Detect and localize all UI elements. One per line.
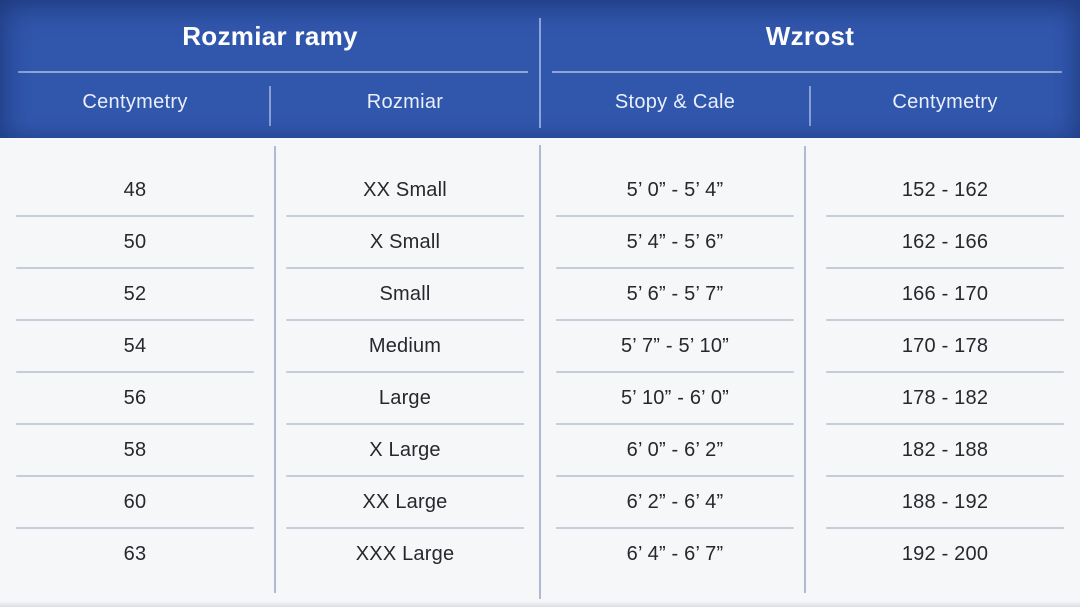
header-group-frame-size: Rozmiar ramy Centymetry Rozmiar — [0, 0, 540, 138]
cell-height-feet-inches: 6’ 0” - 6’ 2” — [540, 424, 810, 477]
table-row: 63 XXX Large 6’ 4” - 6’ 7” 192 - 200 — [0, 528, 1080, 580]
cell-height-centimeters: 162 - 166 — [810, 216, 1080, 269]
column-group-divider — [539, 145, 541, 599]
column-divider — [274, 146, 276, 593]
subheader-divider — [809, 86, 811, 126]
cell-frame-centimeters: 54 — [0, 320, 270, 373]
cell-height-feet-inches: 6’ 4” - 6’ 7” — [626, 542, 724, 565]
table-row: 52 Small 5’ 6” - 5’ 7” 166 - 170 — [0, 268, 1080, 321]
height-subheader-row: Stopy & Cale Centymetry — [540, 72, 1080, 132]
table-header: Rozmiar ramy Centymetry Rozmiar Wzrost S… — [0, 0, 1080, 138]
cell-height-centimeters: 182 - 188 — [810, 424, 1080, 477]
table-row: 48 XX Small 5’ 0” - 5’ 4” 152 - 162 — [0, 164, 1080, 217]
table-row: 50 X Small 5’ 4” - 5’ 6” 162 - 166 — [0, 216, 1080, 269]
cell-frame-size: XXX Large — [355, 542, 455, 565]
header-group-height: Wzrost Stopy & Cale Centymetry — [540, 0, 1080, 138]
cell-height-feet-inches: 5’ 6” - 5’ 7” — [540, 268, 810, 321]
group-title-frame-size: Rozmiar ramy — [182, 20, 358, 51]
column-header-height-centimeters: Centymetry — [892, 90, 998, 113]
cell-frame-centimeters: 50 — [0, 216, 270, 269]
cell-height-feet-inches: 6’ 2” - 6’ 4” — [540, 476, 810, 529]
column-divider — [804, 146, 806, 593]
cell-frame-size: Medium — [270, 320, 540, 373]
cell-height-feet-inches: 5’ 4” - 5’ 6” — [540, 216, 810, 269]
cell-frame-centimeters: 56 — [0, 372, 270, 425]
header-group-divider — [539, 18, 541, 128]
table-row: 58 X Large 6’ 0” - 6’ 2” 182 - 188 — [0, 424, 1080, 477]
subheader-divider — [269, 86, 271, 126]
table-row: 54 Medium 5’ 7” - 5’ 10” 170 - 178 — [0, 320, 1080, 373]
frame-size-subheader-row: Centymetry Rozmiar — [0, 72, 540, 132]
column-header-feet-inches: Stopy & Cale — [614, 90, 736, 113]
cell-frame-size: X Large — [270, 424, 540, 477]
cell-height-feet-inches: 5’ 10” - 6’ 0” — [540, 372, 810, 425]
cell-frame-size: Large — [270, 372, 540, 425]
table-row: 60 XX Large 6’ 2” - 6’ 4” 188 - 192 — [0, 476, 1080, 529]
cell-height-centimeters: 178 - 182 — [810, 372, 1080, 425]
cell-frame-size: XX Small — [270, 164, 540, 217]
table-row: 56 Large 5’ 10” - 6’ 0” 178 - 182 — [0, 372, 1080, 425]
cell-frame-size: X Small — [270, 216, 540, 269]
cell-height-centimeters: 170 - 178 — [810, 320, 1080, 373]
column-header-frame-centimeters: Centymetry — [82, 90, 188, 113]
cell-frame-centimeters: 48 — [0, 164, 270, 217]
cell-height-feet-inches: 5’ 7” - 5’ 10” — [540, 320, 810, 373]
cell-frame-size: Small — [270, 268, 540, 321]
cell-height-centimeters: 166 - 170 — [810, 268, 1080, 321]
cell-frame-size: XX Large — [270, 476, 540, 529]
cell-height-centimeters: 152 - 162 — [810, 164, 1080, 217]
cell-height-feet-inches: 5’ 0” - 5’ 4” — [540, 164, 810, 217]
cell-height-centimeters: 188 - 192 — [810, 476, 1080, 529]
cell-frame-centimeters: 60 — [0, 476, 270, 529]
group-title-height: Wzrost — [765, 20, 855, 51]
cell-frame-centimeters: 58 — [0, 424, 270, 477]
column-header-frame-size-label: Rozmiar — [366, 90, 444, 113]
frame-size-underline — [18, 71, 528, 73]
cell-height-centimeters: 192 - 200 — [901, 542, 989, 565]
cell-frame-centimeters: 63 — [123, 542, 147, 565]
cell-frame-centimeters: 52 — [0, 268, 270, 321]
height-underline — [552, 71, 1062, 73]
